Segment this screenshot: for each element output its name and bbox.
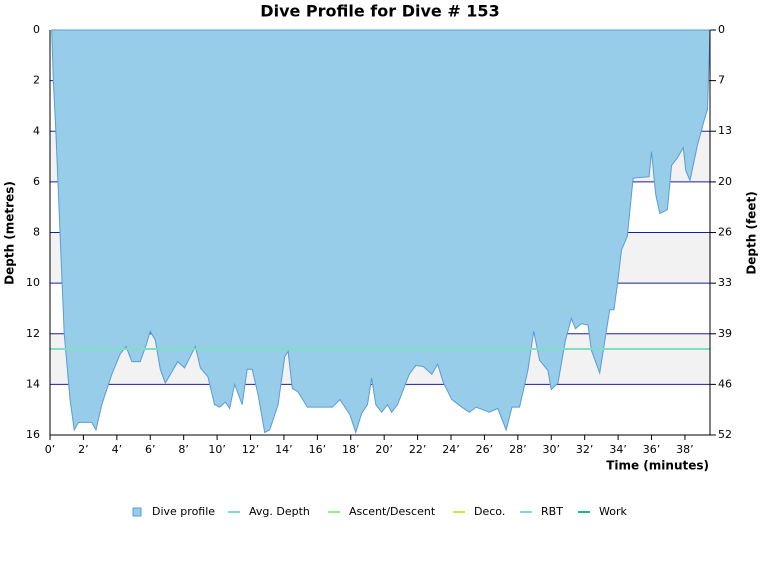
x-tick-label: 18’: [342, 443, 360, 456]
y2-tick-label: 7: [718, 74, 725, 87]
y2-tick-label: 20: [718, 175, 732, 188]
x-tick-label: 14’: [275, 443, 293, 456]
y-tick-label: 10: [26, 276, 40, 289]
y2-tick-label: 0: [718, 23, 725, 36]
y-axis-label: Depth (metres): [3, 181, 17, 285]
x-tick-label: 34’: [609, 443, 627, 456]
y-tick-label: 6: [33, 175, 40, 188]
y-tick-label: 4: [33, 124, 40, 137]
x-tick-label: 24’: [442, 443, 460, 456]
y2-tick-label: 39: [718, 327, 732, 340]
x-tick-label: 8’: [178, 443, 189, 456]
x-tick-label: 20’: [375, 443, 393, 456]
legend-swatch: [132, 507, 142, 517]
y2-tick-label: 46: [718, 377, 732, 390]
x-tick-label: 30’: [543, 443, 561, 456]
x-tick-label: 22’: [409, 443, 427, 456]
y-tick-label: 14: [26, 377, 40, 390]
x-tick-label: 32’: [576, 443, 594, 456]
x-tick-label: 2’: [78, 443, 89, 456]
y-tick-label: 0: [33, 23, 40, 36]
y-tick-label: 8: [33, 226, 40, 239]
legend-label: Dive profile: [152, 505, 215, 518]
x-tick-label: 10’: [208, 443, 226, 456]
x-tick-label: 28’: [509, 443, 527, 456]
y2-tick-label: 33: [718, 276, 732, 289]
y2-axis-label: Depth (feet): [745, 191, 759, 274]
y2-tick-label: 52: [718, 428, 732, 441]
legend-label: Ascent/Descent: [349, 505, 436, 518]
y2-tick-label: 13: [718, 124, 732, 137]
y-tick-label: 12: [26, 327, 40, 340]
x-tick-label: 38’: [676, 443, 694, 456]
x-tick-label: 0’: [45, 443, 56, 456]
legend-label: Work: [599, 505, 627, 518]
chart-title: Dive Profile for Dive # 153: [260, 2, 499, 21]
x-tick-label: 36’: [643, 443, 661, 456]
x-tick-label: 4’: [112, 443, 123, 456]
y-tick-label: 16: [26, 428, 40, 441]
x-axis-label: Time (minutes): [606, 459, 709, 473]
y-tick-label: 2: [33, 74, 40, 87]
dive-area: [51, 29, 711, 435]
x-tick-label: 26’: [476, 443, 494, 456]
x-tick-label: 6’: [145, 443, 156, 456]
y2-tick-label: 26: [718, 226, 732, 239]
x-tick-label: 12’: [242, 443, 260, 456]
legend-label: Deco.: [474, 505, 505, 518]
legend-label: Avg. Depth: [249, 505, 310, 518]
x-tick-label: 16’: [309, 443, 327, 456]
legend-label: RBT: [541, 505, 563, 518]
